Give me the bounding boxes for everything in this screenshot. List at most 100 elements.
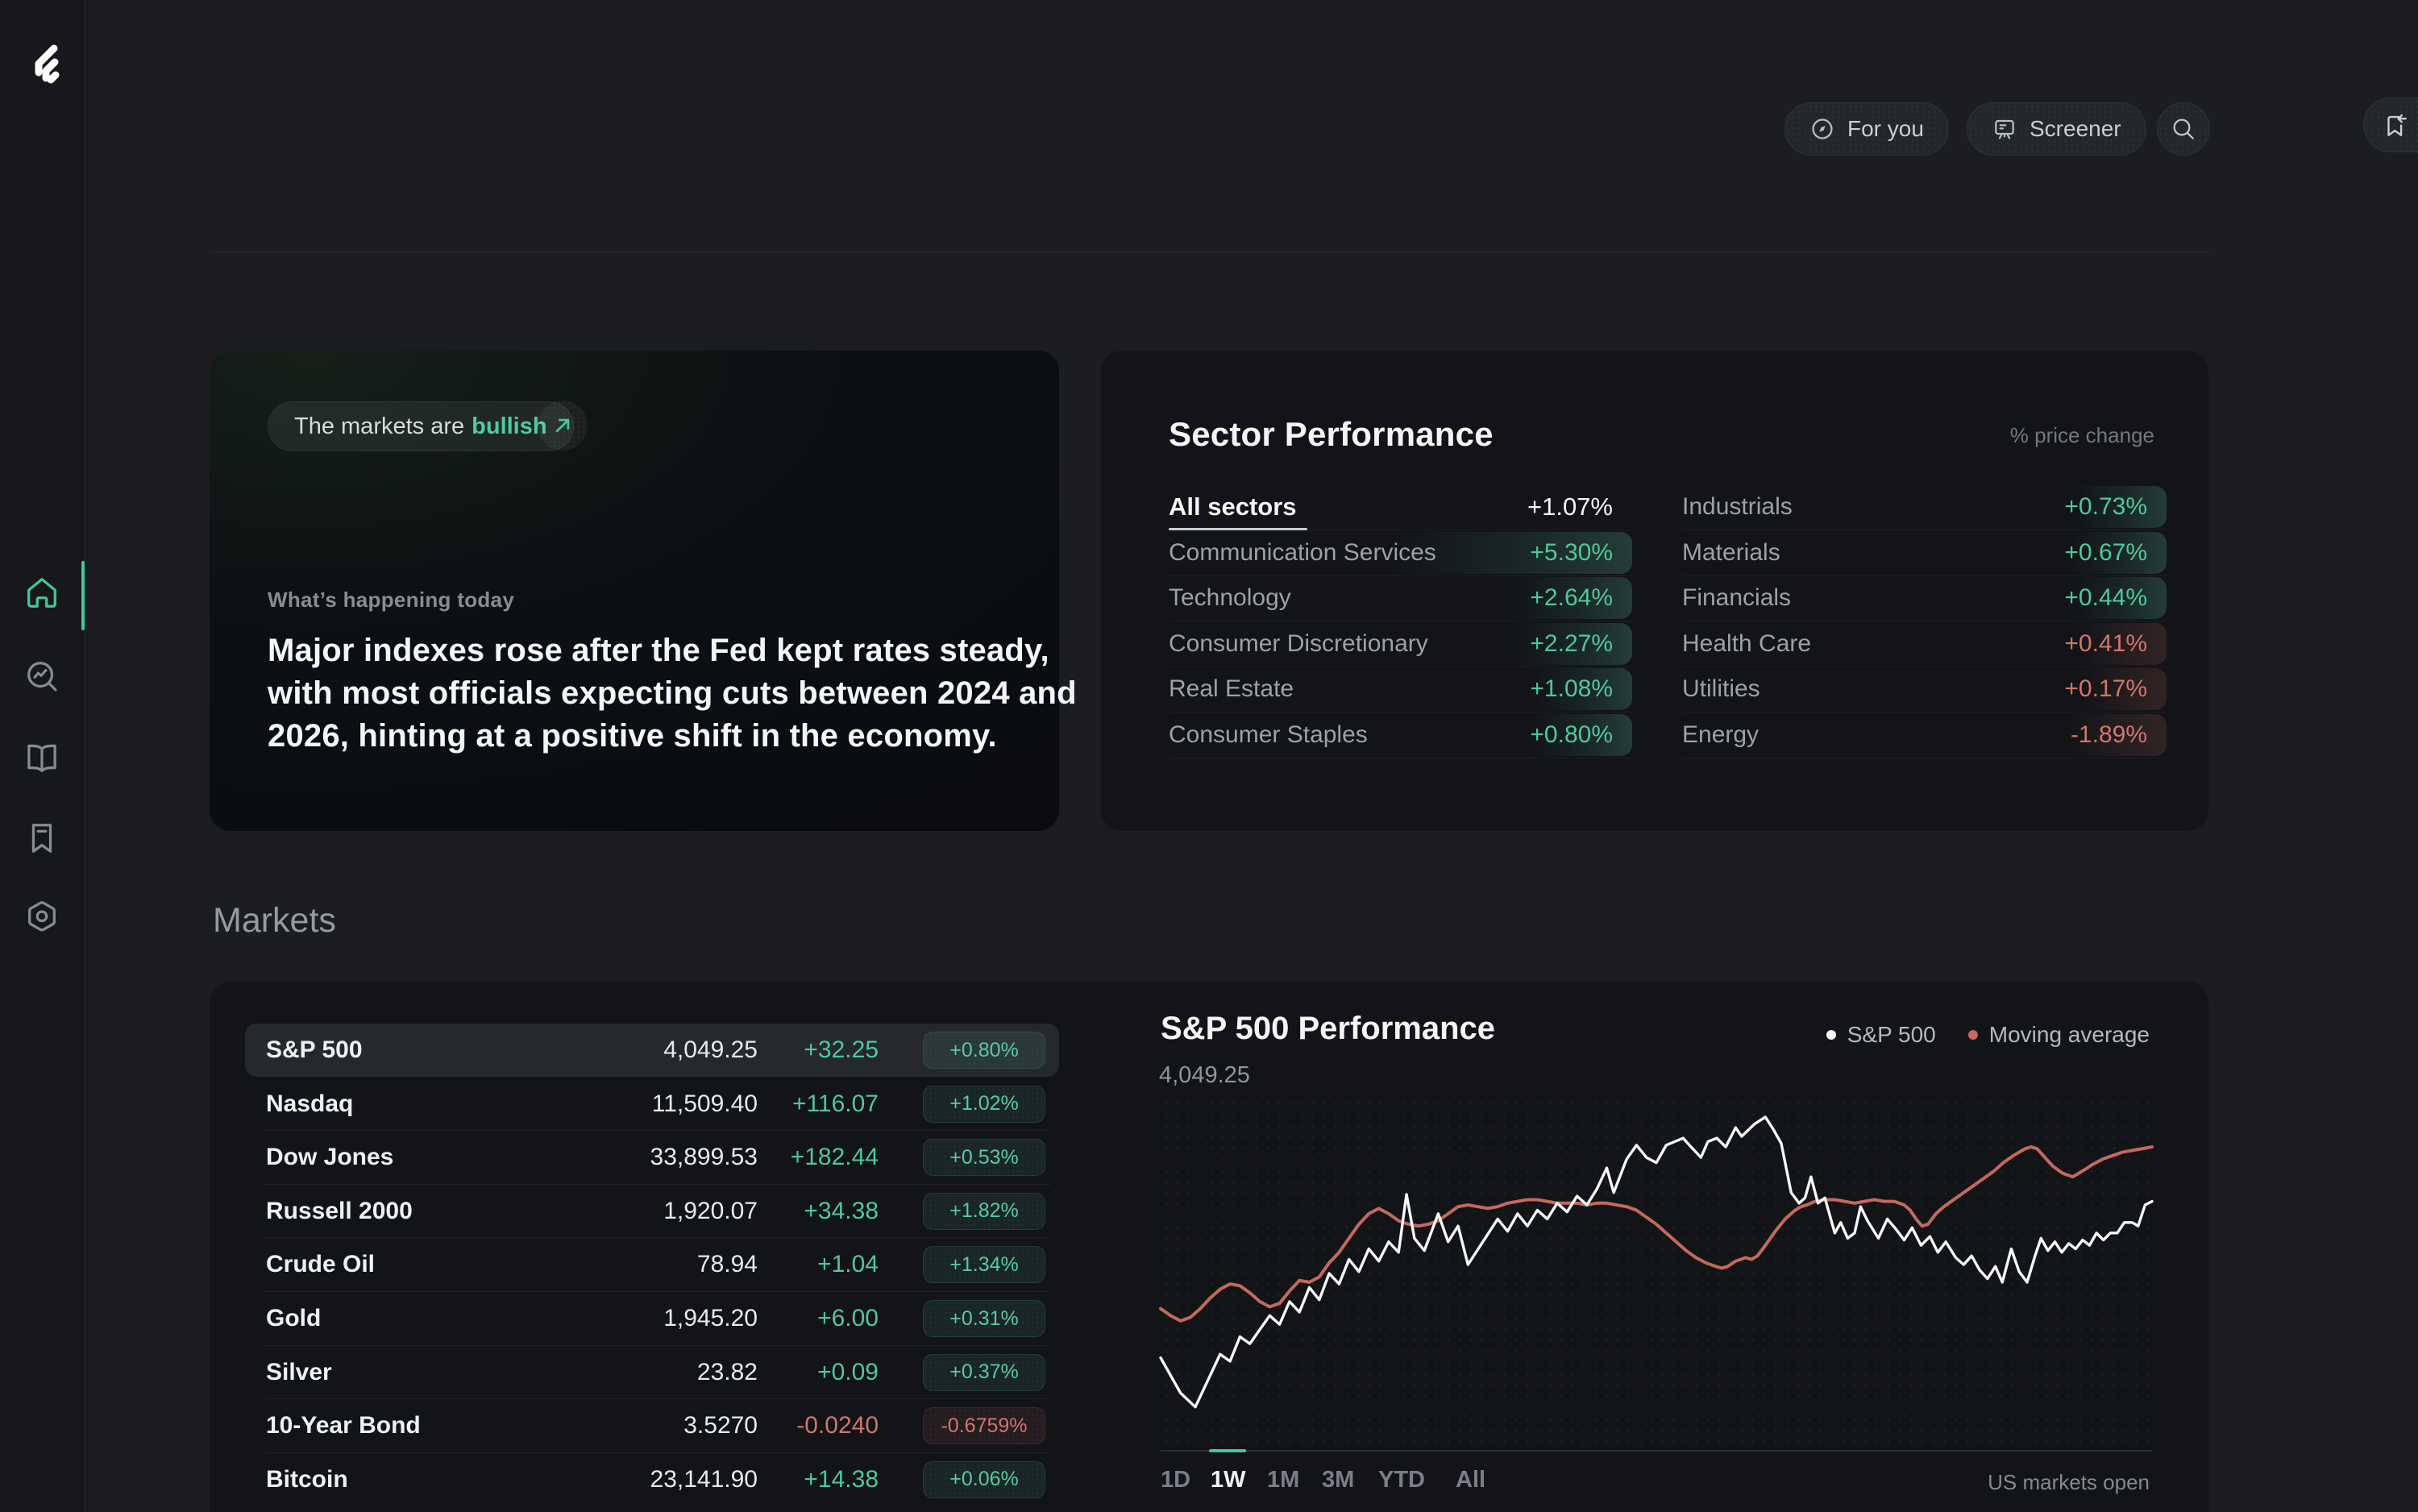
- market-row-gold[interactable]: Gold 1,945.20 +6.00 +0.31%: [245, 1291, 1059, 1345]
- chart-line-s-p-500: [1161, 1117, 2152, 1407]
- tab-range-1d[interactable]: 1D: [1161, 1467, 1191, 1493]
- for-you-button[interactable]: For you: [1784, 102, 1949, 156]
- market-name: 10-Year Bond: [266, 1412, 421, 1439]
- tab-range-all[interactable]: All: [1456, 1467, 1486, 1493]
- sector-row[interactable]: Technology +2.64%: [1169, 575, 1632, 621]
- market-value: 33,899.53: [650, 1144, 758, 1171]
- sector-row[interactable]: Real Estate +1.08%: [1169, 667, 1632, 712]
- market-change: +34.38: [804, 1197, 879, 1224]
- market-row-10-year-bond[interactable]: 10-Year Bond 3.5270 -0.0240 -0.6759%: [245, 1398, 1059, 1452]
- sector-value-chip: +0.67%: [2064, 531, 2167, 574]
- market-pct-chip: +0.06%: [923, 1460, 1045, 1498]
- market-change: +14.38: [804, 1465, 879, 1493]
- sidebar-item-news[interactable]: [23, 739, 60, 776]
- markets-heading: Markets: [213, 901, 336, 940]
- sector-label: Real Estate: [1169, 675, 1294, 702]
- saved-items-button[interactable]: [2363, 98, 2418, 152]
- book-open-icon: [27, 744, 56, 772]
- market-row-russell-2000[interactable]: Russell 2000 1,920.07 +34.38 +1.82%: [245, 1183, 1059, 1238]
- sp500-chart[interactable]: [1161, 1098, 2152, 1449]
- legend-label: S&P 500: [1847, 1022, 1936, 1047]
- sector-column-left: All sectors +1.07% Communication Services +…: [1169, 351, 1632, 831]
- market-row-s-p-500[interactable]: S&P 500 4,049.25 +32.25 +0.80%: [245, 1024, 1059, 1077]
- tab-range-1w[interactable]: 1W: [1211, 1467, 1246, 1493]
- hero-kicker: What’s happening today: [268, 588, 515, 612]
- sidebar-item-settings[interactable]: [23, 899, 60, 936]
- legend-item: S&P 500: [1826, 1022, 1936, 1048]
- screener-board-icon: [1995, 119, 2014, 139]
- sector-value-chip: +2.64%: [1511, 577, 1632, 619]
- chart-range-thumb[interactable]: [1209, 1449, 1246, 1452]
- app-logo-icon[interactable]: [27, 44, 63, 85]
- legend-dot: [1967, 1030, 1978, 1040]
- market-row-silver[interactable]: Silver 23.82 +0.09 +0.37%: [245, 1344, 1059, 1399]
- market-pct-chip: +0.80%: [923, 1032, 1045, 1069]
- market-name: Gold: [266, 1305, 322, 1331]
- market-sentiment-pill[interactable]: The markets are bullish: [268, 401, 574, 451]
- market-change: +6.00: [817, 1305, 879, 1331]
- open-brief-button[interactable]: [538, 401, 588, 451]
- market-search-icon: [27, 662, 57, 692]
- market-row-bitcoin[interactable]: Bitcoin 23,141.90 +14.38 +0.06%: [245, 1452, 1059, 1506]
- market-name: Bitcoin: [266, 1465, 348, 1493]
- sector-row[interactable]: Industrials +0.73%: [1682, 484, 2167, 530]
- search-button[interactable]: [2157, 102, 2210, 156]
- market-row-crude-oil[interactable]: Crude Oil 78.94 +1.04 +1.34%: [245, 1237, 1059, 1291]
- sector-row[interactable]: Consumer Staples +0.80%: [1169, 712, 1632, 758]
- sector-unit-label: % price change: [2009, 423, 2154, 447]
- market-pct-chip: +0.37%: [923, 1353, 1045, 1391]
- screener-button[interactable]: Screener: [1967, 102, 2146, 156]
- market-pct-chip: +1.34%: [923, 1246, 1045, 1284]
- market-change: +182.44: [790, 1144, 879, 1171]
- sector-label: Consumer Staples: [1169, 721, 1368, 748]
- chart-current-value: 4,049.25: [1159, 1062, 1250, 1088]
- sector-label: Communication Services: [1169, 538, 1436, 566]
- sector-row[interactable]: Communication Services +5.30%: [1169, 530, 1632, 576]
- tab-range-3m[interactable]: 3M: [1322, 1467, 1355, 1493]
- bookmark-arrow-icon: [2387, 114, 2407, 136]
- sector-column-right: Industrials +0.73% Materials +0.67% Financia…: [1682, 351, 2167, 831]
- market-row-nasdaq[interactable]: Nasdaq 11,509.40 +116.07 +1.02%: [245, 1078, 1059, 1131]
- market-value: 1,920.07: [663, 1197, 758, 1224]
- sector-row[interactable]: Utilities +0.17%: [1682, 667, 2167, 712]
- sector-label: Industrials: [1682, 493, 1793, 520]
- market-pct-chip: +1.02%: [923, 1085, 1045, 1123]
- sector-value-chip: +0.17%: [2064, 668, 2167, 710]
- sector-value: +1.07%: [1527, 492, 1613, 521]
- header-divider: [210, 251, 2208, 252]
- market-change: +32.25: [804, 1036, 879, 1063]
- market-value: 11,509.40: [651, 1090, 758, 1117]
- sector-row[interactable]: Materials +0.67%: [1682, 530, 2167, 576]
- sector-label: All sectors: [1169, 492, 1297, 521]
- sector-row[interactable]: Energy -1.89%: [1682, 712, 2167, 758]
- sector-row-all-sectors[interactable]: All sectors +1.07%: [1169, 484, 1632, 530]
- sector-value-chip: +2.27%: [1515, 622, 1632, 665]
- market-pct-chip: -0.6759%: [923, 1407, 1045, 1445]
- sector-value-chip: +0.41%: [2064, 622, 2167, 665]
- market-name: Dow Jones: [266, 1144, 394, 1171]
- sector-row[interactable]: Consumer Discretionary +2.27%: [1169, 621, 1632, 667]
- sidebar-item-saved[interactable]: [23, 820, 60, 857]
- market-value: 3.5270: [683, 1412, 758, 1439]
- legend-dot: [1826, 1030, 1836, 1040]
- legend-label: Moving average: [1988, 1022, 2150, 1047]
- sidebar-item-home[interactable]: [23, 574, 60, 611]
- tab-range-ytd[interactable]: YTD: [1378, 1467, 1425, 1493]
- sector-value-chip: -1.89%: [2068, 713, 2167, 756]
- tab-range-1m[interactable]: 1M: [1267, 1467, 1300, 1493]
- sector-row[interactable]: Financials +0.44%: [1682, 575, 2167, 621]
- sector-label: Materials: [1682, 538, 1780, 566]
- market-value: 78.94: [696, 1251, 758, 1278]
- hero-headline: Major indexes rose after the Fed kept ra…: [268, 633, 1077, 754]
- daily-brief-card[interactable]: The markets are bullish What’s happening…: [210, 351, 1077, 831]
- market-row-dow-jones[interactable]: Dow Jones 33,899.53 +182.44 +0.53%: [245, 1130, 1059, 1184]
- chart-legend: S&P 500 Moving average: [1826, 1022, 2150, 1048]
- sidebar-item-explore-markets[interactable]: [23, 658, 60, 695]
- sector-row[interactable]: Health Care +0.41%: [1682, 621, 2167, 667]
- market-name: Russell 2000: [266, 1197, 413, 1224]
- sector-label: Consumer Discretionary: [1169, 629, 1428, 657]
- compass-icon: [1812, 118, 1833, 139]
- legend-item: Moving average: [1967, 1022, 2150, 1048]
- market-name: Nasdaq: [266, 1090, 354, 1117]
